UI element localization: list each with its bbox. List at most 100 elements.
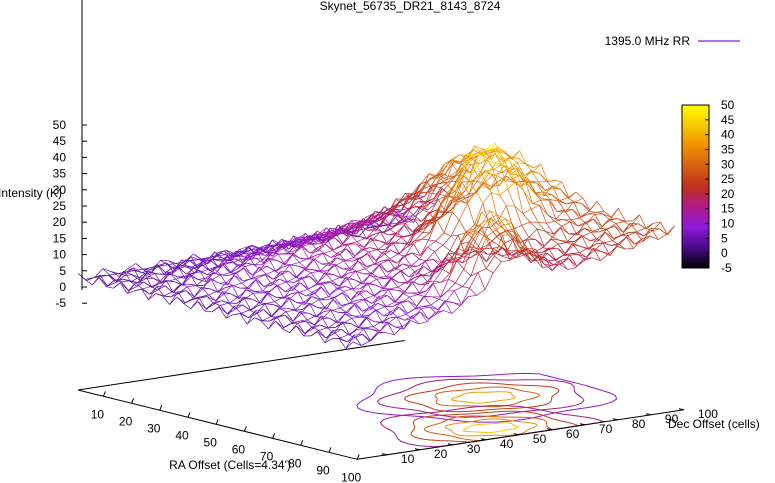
mesh-segment bbox=[512, 231, 522, 246]
mesh-segment bbox=[356, 237, 366, 243]
mesh-segment bbox=[639, 214, 647, 230]
mesh-segment bbox=[631, 223, 639, 227]
mesh-segment bbox=[393, 326, 403, 335]
mesh-segment bbox=[238, 287, 248, 299]
mesh-segment bbox=[354, 304, 362, 317]
mesh-segment bbox=[255, 245, 264, 256]
mesh-segment bbox=[649, 235, 659, 240]
mesh-segment bbox=[579, 217, 587, 224]
mesh-segment bbox=[247, 279, 256, 288]
mesh-segment bbox=[226, 249, 234, 254]
mesh-segment bbox=[418, 181, 427, 193]
mesh-segment bbox=[436, 164, 445, 179]
mesh-segment bbox=[398, 219, 407, 225]
mesh-segment bbox=[650, 228, 659, 240]
x-tick bbox=[215, 419, 219, 425]
mesh-segment bbox=[626, 236, 635, 245]
mesh-segment bbox=[246, 310, 256, 325]
mesh-segment bbox=[126, 270, 135, 273]
mesh-segment bbox=[411, 315, 420, 325]
mesh-segment bbox=[283, 263, 292, 266]
mesh-segment bbox=[357, 291, 366, 300]
mesh-segment bbox=[527, 248, 536, 250]
mesh-segment bbox=[408, 230, 418, 245]
mesh-segment bbox=[302, 272, 312, 279]
mesh-segment bbox=[546, 223, 554, 235]
mesh-segment bbox=[154, 272, 163, 275]
mesh-segment bbox=[380, 295, 388, 300]
mesh-segment bbox=[359, 257, 367, 267]
mesh-segment bbox=[248, 251, 258, 261]
mesh-segment bbox=[324, 299, 334, 308]
mesh-segment bbox=[557, 243, 566, 254]
mesh-segment bbox=[502, 234, 511, 236]
mesh-segment bbox=[334, 263, 342, 279]
mesh-segment bbox=[614, 225, 624, 233]
mesh-segment bbox=[214, 264, 223, 270]
mesh-segment bbox=[520, 181, 530, 187]
mesh-segment bbox=[442, 258, 452, 270]
mesh-segment bbox=[412, 252, 421, 256]
y-tick-label: 30 bbox=[467, 442, 481, 456]
mesh-segment bbox=[199, 269, 208, 276]
mesh-segment bbox=[364, 326, 374, 329]
mesh-segment bbox=[572, 243, 581, 247]
mesh-segment bbox=[478, 159, 487, 177]
mesh-segment bbox=[480, 154, 488, 159]
mesh-segment bbox=[385, 301, 395, 307]
mesh-segment bbox=[237, 289, 247, 298]
mesh-segment bbox=[416, 219, 426, 231]
mesh-segment bbox=[543, 263, 553, 271]
mesh-segment bbox=[292, 313, 302, 322]
mesh-segment bbox=[507, 188, 515, 206]
mesh-segment bbox=[472, 154, 481, 160]
mesh-segment bbox=[564, 244, 574, 254]
x-tick bbox=[102, 391, 106, 397]
mesh-segment bbox=[390, 278, 399, 288]
mesh-segment bbox=[582, 198, 591, 211]
mesh-segment bbox=[602, 242, 612, 246]
mesh-segment bbox=[228, 302, 236, 310]
mesh-segment bbox=[620, 232, 629, 236]
mesh-segment bbox=[348, 241, 358, 245]
mesh-segment bbox=[266, 301, 275, 304]
mesh-segment bbox=[301, 277, 309, 289]
mesh-segment bbox=[362, 214, 372, 220]
mesh-segment bbox=[249, 254, 259, 257]
mesh-segment bbox=[593, 218, 603, 227]
mesh-segment bbox=[230, 293, 240, 300]
mesh-segment bbox=[369, 331, 378, 342]
mesh-segment bbox=[396, 316, 404, 330]
mesh-segment bbox=[301, 246, 310, 260]
mesh-segment bbox=[589, 238, 598, 242]
mesh-segment bbox=[275, 240, 285, 253]
mesh-segment bbox=[210, 278, 219, 293]
mesh-segment bbox=[244, 266, 253, 276]
mesh-segment bbox=[304, 258, 314, 270]
mesh-segment bbox=[399, 301, 408, 314]
mesh-segment bbox=[258, 292, 268, 303]
z-tick-label: 10 bbox=[53, 248, 67, 262]
mesh-segment bbox=[525, 250, 535, 259]
x-tick-label: 50 bbox=[204, 435, 218, 449]
mesh-segment bbox=[184, 267, 194, 279]
mesh-segment bbox=[524, 180, 533, 204]
mesh-segment bbox=[425, 190, 434, 193]
mesh-segment bbox=[254, 317, 263, 322]
mesh-segment bbox=[384, 306, 393, 315]
mesh-segment bbox=[627, 232, 636, 236]
mesh-segment bbox=[582, 231, 592, 237]
mesh-segment bbox=[395, 263, 404, 270]
mesh-segment bbox=[588, 238, 598, 250]
mesh-segment bbox=[544, 257, 554, 266]
mesh-segment bbox=[198, 298, 207, 310]
mesh-segment bbox=[501, 255, 511, 260]
mesh-segment bbox=[282, 293, 292, 298]
mesh-segment bbox=[373, 295, 381, 300]
mesh-segment bbox=[443, 211, 453, 233]
mesh-segment bbox=[443, 310, 453, 314]
mesh-segment bbox=[577, 253, 587, 258]
mesh-segment bbox=[315, 282, 325, 286]
mesh-segment bbox=[370, 332, 380, 342]
mesh-segment bbox=[417, 195, 426, 204]
